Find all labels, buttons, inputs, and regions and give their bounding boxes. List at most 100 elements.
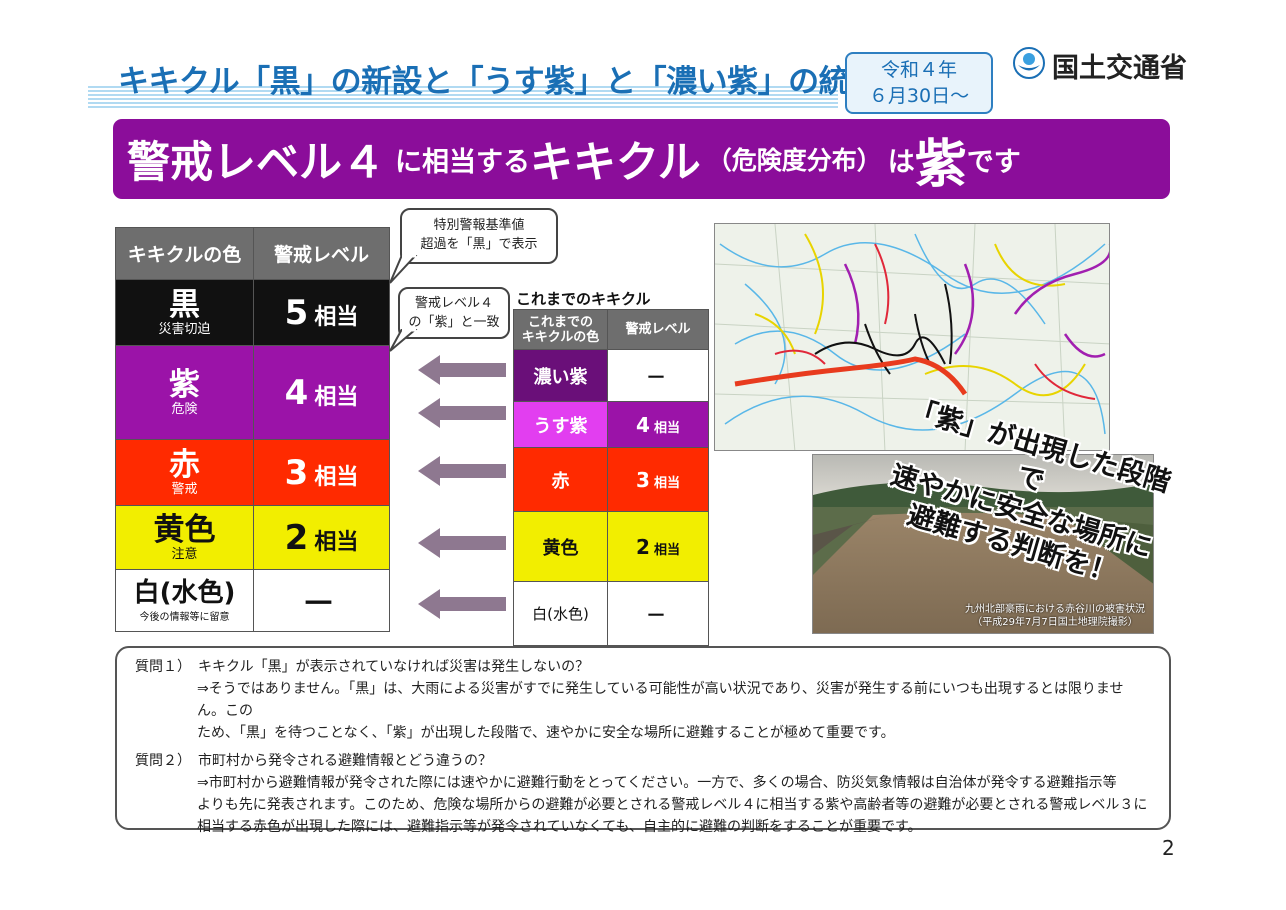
- banner-equivalent: に相当する: [395, 146, 530, 178]
- old-header-color-line-1: これまでの: [527, 314, 593, 330]
- date-line-1: 令和４年: [880, 59, 957, 81]
- left-arrow-icon: [418, 456, 506, 486]
- level-value-cell: 5 相当: [253, 279, 390, 346]
- disaster-photo: 九州北部豪雨における赤谷川の被害状況 （平成29年7月7日国土地理院撮影）: [812, 454, 1154, 634]
- old-color-cell: うす紫: [513, 401, 608, 448]
- faq-question-1: 質問１） キキクル「黒」が表示されていなければ災害は発生しないの？: [135, 659, 590, 675]
- level-color-cell: 赤警戒: [115, 439, 254, 506]
- faq-answer-2-line-3: 相当する赤色が出現した際には、避難指示等が発令されていなくても、自主的に避難の判…: [197, 819, 922, 835]
- black-note-line-2: 超過を「黒」で表示: [420, 237, 538, 252]
- old-level-cell: －: [607, 349, 709, 402]
- faq-item-2: 質問２） 市町村から発令される避難情報とどう違うの？ ⇒市町村から避難情報が発令…: [135, 750, 1151, 838]
- old-level-suffix: 相当: [653, 420, 680, 436]
- old-header-level: 警戒レベル: [607, 309, 709, 350]
- faq-answer-2-line-2: よりも先に発表されます。このため、危険な場所からの避難が必要とされる警戒レベル４…: [197, 797, 1148, 813]
- level-row: 黒災害切迫 5 相当: [115, 279, 390, 346]
- level-color-cell: 紫危険: [115, 345, 254, 440]
- header-decoration: [88, 86, 838, 108]
- bubble-pointer-black: [389, 255, 418, 284]
- faq-answer-1-line-2: ため、「黒」を待つことなく、「紫」が出現した段階で、速やかに安全な場所に避難する…: [197, 725, 895, 741]
- purple-note-line-2: の「紫」と一致: [408, 315, 500, 330]
- level-color-name: 黄色: [153, 511, 216, 548]
- level-row: 黄色 注意 2 相当: [115, 505, 390, 570]
- level-number: 5: [284, 292, 309, 333]
- purple-note-bubble: 警戒レベル４ の「紫」と一致: [398, 287, 510, 339]
- old-kikikuru-table: これまでの キキクルの色 警戒レベル 濃い紫－うす紫 4 相当赤 3 相当 黄色 2 相当 白(…: [513, 309, 709, 646]
- banner-purple-word: 紫: [914, 134, 967, 195]
- old-level-cell: 2 相当: [607, 511, 709, 582]
- risk-distribution-map: [714, 223, 1110, 451]
- header-alert-level: 警戒レベル: [253, 227, 390, 280]
- level-row: 紫危険 4 相当: [115, 345, 390, 440]
- old-level-row: 白(水色) －: [513, 581, 709, 646]
- page-title: キキクル「黒」の新設と「うす紫」と「濃い紫」の統合: [118, 64, 880, 100]
- left-arrow-icon: [418, 528, 506, 558]
- level-number: 2: [284, 517, 309, 558]
- level-value-cell: 4 相当: [253, 345, 390, 440]
- faq-box: 質問１） キキクル「黒」が表示されていなければ災害は発生しないの？ ⇒そうではあ…: [115, 646, 1171, 835]
- level-color-name: 赤: [169, 446, 200, 483]
- photo-caption: 九州北部豪雨における赤谷川の被害状況 （平成29年7月7日国土地理院撮影）: [965, 603, 1145, 629]
- new-kikikuru-table: キキクルの色 警戒レベル 黒災害切迫 5 相当紫危険 4 相当赤警戒 3 相当 黄色 注意 2 相当…: [115, 227, 390, 632]
- level-suffix: 相当: [314, 529, 359, 555]
- bubble-pointer-purple: [389, 329, 418, 352]
- old-level-row: 濃い紫 －: [513, 349, 709, 402]
- old-color-cell: 赤: [513, 447, 608, 512]
- banner-wa: は: [887, 146, 915, 178]
- old-level-number: 3: [636, 467, 650, 492]
- faq-question-2: 質問２） 市町村から発令される避難情報とどう違うの？: [135, 753, 492, 769]
- left-arrow-icon: [418, 589, 506, 619]
- banner-risk-map: （危険度分布）: [706, 146, 882, 175]
- faq-answer-1-line-1: ⇒そうではありません。「黒」は、大雨による災害がすでに発生している可能性が高い状…: [197, 681, 1124, 719]
- old-header-color: これまでの キキクルの色: [513, 309, 608, 350]
- level-color-note: 警戒: [171, 481, 198, 497]
- old-color-cell: 濃い紫: [513, 349, 608, 402]
- photo-caption-line-1: 九州北部豪雨における赤谷川の被害状況: [965, 604, 1145, 615]
- level-suffix: 相当: [314, 384, 359, 410]
- level-number: 3: [284, 452, 309, 493]
- level-value-cell: －: [253, 569, 390, 632]
- old-level-row: 黄色 2 相当: [513, 511, 709, 582]
- level-color-note: 注意: [171, 546, 198, 562]
- ministry-logo-icon: [1013, 47, 1045, 79]
- old-level-number: －: [646, 603, 666, 627]
- old-color-cell: 黄色: [513, 511, 608, 582]
- old-level-number: 4: [636, 412, 650, 437]
- level-value-cell: 3 相当: [253, 439, 390, 506]
- old-level-cell: 4 相当: [607, 401, 709, 448]
- old-level-cell: －: [607, 581, 709, 646]
- level-number: －: [301, 584, 336, 624]
- old-level-suffix: 相当: [653, 475, 680, 491]
- left-arrow-icon: [418, 355, 506, 385]
- level-color-name: 紫: [169, 366, 200, 403]
- old-level-cell: 3 相当: [607, 447, 709, 512]
- level-color-note: 災害切迫: [158, 321, 211, 337]
- level-color-cell: 黄色 注意: [115, 505, 254, 570]
- date-line-2: ６月30日～: [868, 85, 970, 107]
- old-header-color-line-2: キキクルの色: [521, 329, 600, 345]
- level-color-name: 白(水色): [133, 577, 236, 608]
- purple-note-line-1: 警戒レベル４: [414, 296, 493, 311]
- black-note-line-1: 特別警報基準値: [433, 218, 525, 233]
- left-arrow-icon: [418, 398, 506, 428]
- level-color-cell: 黒災害切迫: [115, 279, 254, 346]
- faq-answer-2-line-1: ⇒市町村から避難情報が発令された際には速やかに避難行動をとってください。一方で、…: [197, 775, 1117, 791]
- level-value-cell: 2 相当: [253, 505, 390, 570]
- old-level-row: うす紫 4 相当: [513, 401, 709, 448]
- ministry-name: 国土交通省: [1052, 53, 1187, 84]
- old-level-suffix: 相当: [653, 542, 680, 558]
- banner-kikikuru: キキクル: [530, 138, 701, 188]
- banner-level4: 警戒レベル４: [127, 138, 385, 188]
- level-suffix: 相当: [314, 304, 359, 330]
- level-color-note: 今後の情報等に留意: [139, 611, 230, 623]
- level-color-note: 危険: [171, 401, 198, 417]
- map-graphic: [715, 224, 1109, 450]
- header-kikikuru-color: キキクルの色: [115, 227, 254, 280]
- banner-desu: です: [966, 146, 1021, 178]
- level-color-cell: 白(水色) 今後の情報等に留意: [115, 569, 254, 632]
- faq-item-1: 質問１） キキクル「黒」が表示されていなければ災害は発生しないの？ ⇒そうではあ…: [135, 656, 1151, 744]
- level-number: 4: [284, 372, 309, 413]
- black-note-bubble: 特別警報基準値 超過を「黒」で表示: [400, 208, 558, 264]
- page-number: 2: [1162, 836, 1175, 860]
- photo-graphic: [813, 455, 1153, 633]
